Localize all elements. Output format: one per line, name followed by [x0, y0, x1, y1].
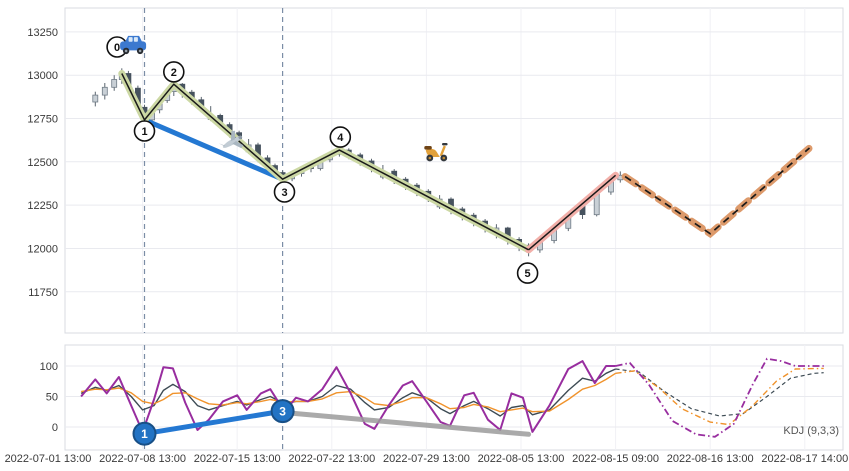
svg-text:2022-07-29 13:00: 2022-07-29 13:00: [383, 453, 470, 465]
svg-text:2022-07-01 13:00: 2022-07-01 13:00: [5, 453, 92, 465]
svg-text:12750: 12750: [27, 114, 58, 126]
svg-text:12250: 12250: [27, 200, 58, 212]
svg-text:11750: 11750: [28, 287, 58, 299]
svg-text:2022-07-22 13:00: 2022-07-22 13:00: [288, 453, 375, 465]
svg-text:12500: 12500: [27, 157, 58, 169]
svg-text:3: 3: [281, 187, 287, 199]
scooter-icon: [424, 143, 448, 162]
kdj-lines: [80, 357, 824, 438]
svg-text:13000: 13000: [27, 70, 58, 82]
kdj-number-markers[interactable]: 13: [132, 399, 295, 446]
svg-text:2022-08-16 13:00: 2022-08-16 13:00: [667, 453, 754, 465]
svg-text:0: 0: [114, 42, 120, 54]
svg-text:100: 100: [40, 361, 58, 373]
kdj-legend: KDJ (9,3,3): [783, 425, 839, 437]
svg-text:3: 3: [279, 405, 286, 419]
svg-text:2022-07-08 13:00: 2022-07-08 13:00: [99, 453, 186, 465]
trend-lines: [118, 70, 813, 254]
plane-icon: [218, 130, 244, 149]
emoji-markers: [120, 35, 448, 162]
axis-tick-labels: 1325013000127501250012250120001175010050…: [5, 27, 849, 465]
svg-text:2022-08-05 13:00: 2022-08-05 13:00: [478, 453, 565, 465]
svg-text:2022-08-17 14:00: 2022-08-17 14:00: [761, 453, 848, 465]
svg-text:0: 0: [52, 422, 58, 434]
car-icon: [120, 35, 147, 55]
svg-text:1: 1: [141, 427, 148, 441]
svg-text:5: 5: [525, 268, 531, 280]
svg-text:4: 4: [337, 132, 344, 144]
svg-text:12000: 12000: [27, 244, 58, 256]
svg-text:2022-07-15 13:00: 2022-07-15 13:00: [194, 453, 281, 465]
svg-text:1: 1: [141, 126, 147, 138]
panel-backgrounds: [64, 7, 844, 451]
svg-text:2022-08-15 09:00: 2022-08-15 09:00: [572, 453, 659, 465]
svg-text:13250: 13250: [27, 27, 58, 39]
svg-text:50: 50: [46, 392, 58, 404]
svg-text:2: 2: [171, 67, 177, 79]
